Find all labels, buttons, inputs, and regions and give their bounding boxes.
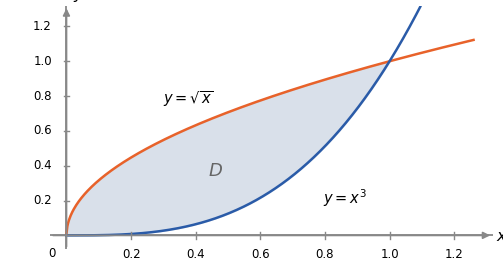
Text: $y = \sqrt{x}$: $y = \sqrt{x}$ bbox=[163, 89, 214, 109]
Text: 0.8: 0.8 bbox=[33, 89, 52, 102]
Text: 0.2: 0.2 bbox=[33, 194, 52, 207]
Text: 0.4: 0.4 bbox=[33, 159, 52, 172]
Text: $y = x^3$: $y = x^3$ bbox=[323, 188, 367, 209]
Text: 1.0: 1.0 bbox=[380, 248, 399, 261]
Text: 0.8: 0.8 bbox=[316, 248, 334, 261]
Text: $D$: $D$ bbox=[208, 162, 223, 180]
Text: 1.0: 1.0 bbox=[33, 55, 52, 68]
Text: 0.6: 0.6 bbox=[251, 248, 270, 261]
Text: 0.6: 0.6 bbox=[33, 124, 52, 137]
Text: 1.2: 1.2 bbox=[33, 20, 52, 33]
Text: 0: 0 bbox=[48, 247, 56, 260]
Text: 1.2: 1.2 bbox=[445, 248, 464, 261]
Text: 0.4: 0.4 bbox=[187, 248, 205, 261]
Text: 0.2: 0.2 bbox=[122, 248, 140, 261]
Text: $y$: $y$ bbox=[73, 0, 85, 4]
Text: $x$: $x$ bbox=[496, 229, 503, 244]
